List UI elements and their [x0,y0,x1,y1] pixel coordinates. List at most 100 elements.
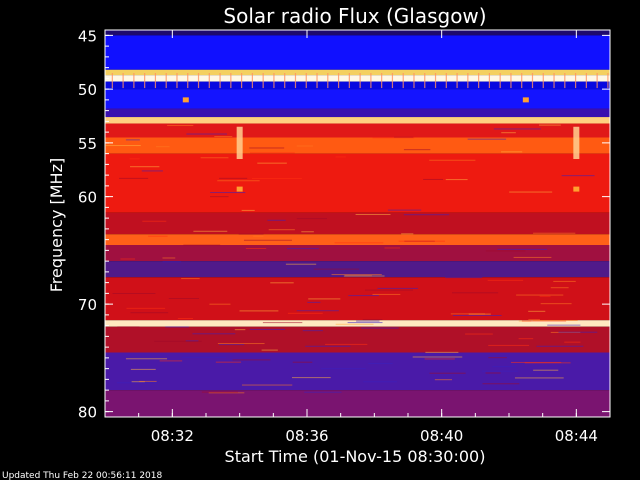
spectrogram-striation [131,381,145,383]
band-tick-mark [370,73,372,89]
spectrogram-striation [412,356,463,358]
band-tick-mark [585,73,587,89]
spectrogram-striation [368,362,393,364]
spectrogram-bands [105,30,610,417]
spectrogram-band [105,137,610,154]
spectrogram-striation [162,261,182,263]
spectrogram-striation [536,345,584,347]
band-tick-mark [402,73,404,89]
spectrogram-striation [533,369,559,371]
spectrogram-striation [561,175,595,177]
spectrogram-striation [286,248,319,250]
spectrogram-striation [177,318,194,320]
spectrogram-striation [130,368,156,370]
y-tick-label: 80 [78,404,97,422]
band-tick-mark [381,73,383,89]
spectrogram-striation [429,372,466,374]
band-tick-mark [316,73,318,89]
spectrogram-striation [304,391,342,393]
spectrogram-striation [302,330,323,332]
spectrogram-striation [532,320,578,322]
spectrogram-striation [159,360,183,362]
spectrogram-striation [513,256,552,258]
spectrogram-striation [126,307,166,309]
spectrogram-striation [485,250,526,252]
spectrogram-band [105,320,610,327]
spectrogram-striation [335,156,346,158]
spectrogram-striation [183,244,221,246]
spectrogram-band [105,75,610,82]
spectrogram-striation [125,139,140,141]
spectrogram-striation [423,178,444,180]
burst-events [182,97,580,192]
spectrogram-striation [217,343,265,345]
spectrogram-striation [210,192,246,194]
spectrogram-striation [214,136,233,138]
y-tick-label: 50 [78,81,97,99]
spectrogram-striation [325,343,368,345]
spectrogram-striation [538,124,561,126]
y-tick-label: 55 [78,135,97,153]
y-tick-label: 70 [78,296,97,314]
spectrogram-striation [253,235,264,237]
y-axis-label: Frequency [MHz] [47,158,66,292]
burst-event [236,126,243,159]
spectrogram-striation [540,303,572,305]
band-tick-mark [337,73,340,89]
spectrogram-striation [482,383,520,385]
spectrogram-striation [154,340,202,342]
spectrogram-striation [539,295,551,297]
spectrogram-band [105,117,610,124]
spectrogram-striation [257,162,287,164]
band-tick-mark [467,73,469,89]
spectrogram-striation [485,372,501,374]
spectrogram-band [105,245,610,262]
spectrogram-band [105,234,610,245]
x-axis: 08:32 08:36 08:40 08:44 [104,30,611,445]
band-tick-mark [434,73,437,89]
spectrogram-striation [130,312,169,314]
spectrogram-band [105,81,610,90]
band-tick-mark [144,73,146,89]
spectrogram-striation [497,248,548,250]
spectrogram-striation [120,258,135,260]
spectrogram-striation [239,310,279,312]
spectrogram-striation [307,301,321,303]
spectrogram-striation [296,310,339,312]
band-tick-mark [111,73,113,89]
band-tick-mark [133,73,135,89]
spectrogram-striation [308,298,341,300]
chart-title: Solar radio Flux (Glasgow) [223,4,486,28]
spectrogram-striation [501,151,523,153]
band-tick-mark [197,73,200,89]
band-tick-mark [251,73,253,89]
spectrogram-striation [125,358,168,360]
spectrogram-striation [141,170,163,172]
spectrogram-band [105,69,610,76]
spectrogram-band [105,89,610,109]
spectrogram-striation [362,319,383,321]
band-tick-mark [445,73,447,89]
spectrogram-band [105,30,610,36]
burst-spot [236,186,243,192]
x-axis-label: Start Time (01-Nov-15 08:30:00) [225,447,486,466]
spectrogram-band [105,123,610,138]
band-tick-mark [208,73,210,89]
spectrogram-striation [550,287,569,289]
spectrogram-striation [119,177,149,179]
spectrogram-striation [320,368,366,370]
spectrogram-striation [168,298,200,300]
spectrogram-band [105,212,610,235]
spectrogram-striation [292,361,313,363]
spectrogram-striation [488,357,507,359]
band-tick-mark [456,73,458,89]
spectrogram-striation [305,345,351,347]
spectrogram-striation [343,275,385,277]
burst-spot [182,97,189,103]
y-tick-label: 45 [78,27,97,45]
x-tick-label: 08:32 [151,427,194,445]
spectrogram-striation [564,341,581,343]
spectrogram-striation [296,145,314,147]
spectrogram-striation [372,293,401,295]
band-tick-mark [531,73,534,89]
